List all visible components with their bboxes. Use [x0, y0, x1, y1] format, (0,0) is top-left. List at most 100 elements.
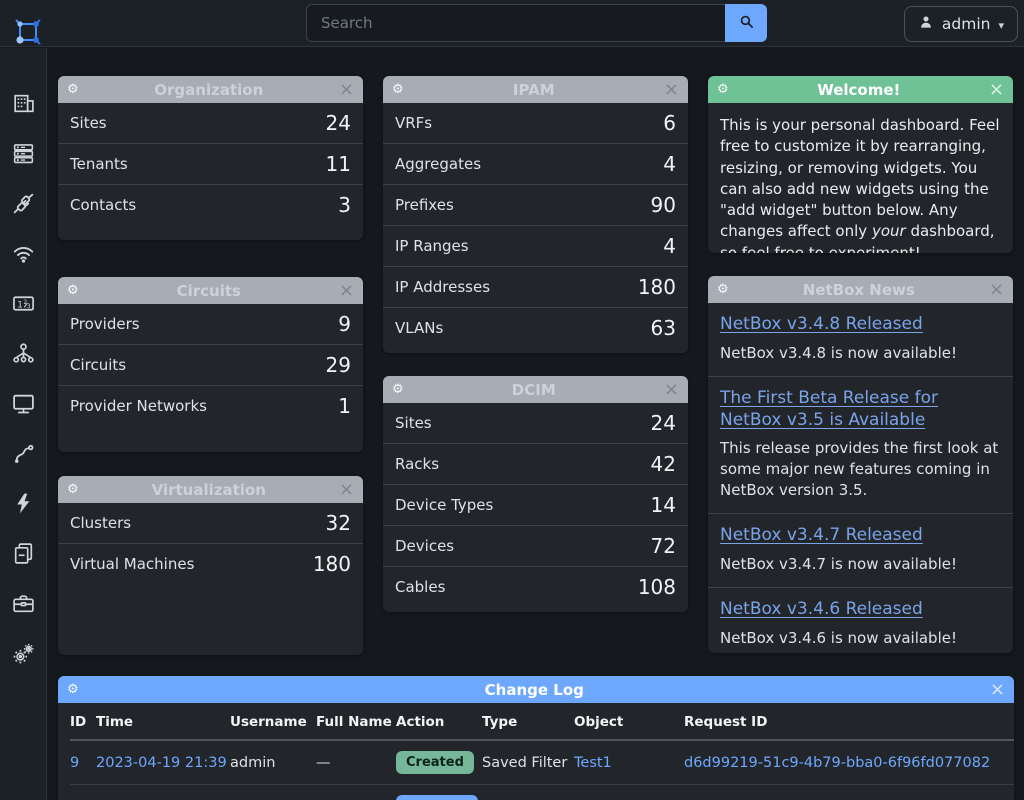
sidebar-item-ipam[interactable]: 1 2 3: [11, 291, 36, 316]
count-row[interactable]: Prefixes 90: [383, 184, 688, 225]
close-icon[interactable]: ×: [663, 78, 679, 100]
sidebar-item-circuits[interactable]: [11, 441, 36, 466]
news-link[interactable]: NetBox v3.4.6 Released: [720, 599, 923, 619]
sidebar-item-customization[interactable]: [11, 541, 36, 566]
user-label: admin: [941, 15, 991, 33]
widget-header: ⚙ Organization ×: [58, 76, 363, 103]
count-value: 90: [650, 193, 676, 217]
close-icon[interactable]: ×: [989, 678, 1005, 700]
count-value: 24: [325, 111, 351, 135]
gear-icon[interactable]: ⚙: [67, 283, 79, 298]
count-row[interactable]: IP Addresses 180: [383, 266, 688, 307]
news-item: The First Beta Release for NetBox v3.5 i…: [708, 375, 1013, 514]
widget-header: ⚙ Virtualization ×: [58, 476, 363, 503]
sidebar-item-operations[interactable]: [11, 591, 36, 616]
count-row[interactable]: Cables 108: [383, 566, 688, 607]
count-label: VRFs: [395, 114, 433, 132]
changelog-time-link[interactable]: 2023-04-19 21:24: [96, 799, 227, 800]
gear-icon[interactable]: ⚙: [392, 382, 404, 397]
news-link[interactable]: NetBox v3.4.8 Released: [720, 314, 923, 334]
close-icon[interactable]: ×: [988, 78, 1004, 100]
gear-icon[interactable]: ⚙: [67, 682, 79, 697]
count-value: 14: [650, 493, 676, 517]
count-row[interactable]: Clusters 32: [58, 503, 363, 543]
count-value: 180: [312, 552, 351, 576]
sidebar-item-virtualization[interactable]: [11, 391, 36, 416]
count-row[interactable]: Racks 42: [383, 443, 688, 484]
gear-icon[interactable]: ⚙: [67, 482, 79, 497]
count-row[interactable]: Device Types 14: [383, 484, 688, 525]
changelog-object-link[interactable]: Port 48: [574, 799, 626, 800]
count-value: 42: [650, 452, 676, 476]
news-summary: NetBox v3.4.7 is now available!: [720, 555, 957, 573]
count-row[interactable]: Sites 24: [383, 403, 688, 443]
changelog-id-link[interactable]: 9: [70, 754, 80, 771]
widget-ipam: ⚙ IPAM × VRFs 6 Aggregates 4 Prefixes 90…: [383, 76, 688, 353]
count-row[interactable]: Tenants 11: [58, 143, 363, 184]
news-link[interactable]: The First Beta Release for NetBox v3.5 i…: [720, 387, 939, 430]
search-button[interactable]: [725, 4, 767, 42]
changelog-table: ID Time Username Full Name Action Type O…: [70, 703, 1014, 800]
count-value: 72: [650, 534, 676, 558]
count-row[interactable]: Devices 72: [383, 525, 688, 566]
sidebar-item-organization[interactable]: [11, 91, 36, 116]
netbox-logo-icon[interactable]: [12, 16, 44, 48]
table-row: 8 2023-04-19 21:24 admin — Updated Front…: [70, 784, 1014, 800]
left-sidebar: 1 2 3: [0, 48, 47, 800]
gear-icon[interactable]: ⚙: [717, 82, 729, 97]
count-label: Devices: [395, 537, 455, 555]
count-row[interactable]: IP Ranges 4: [383, 225, 688, 266]
close-icon[interactable]: ×: [338, 78, 354, 100]
sidebar-item-admin[interactable]: [11, 641, 36, 666]
widget-header: ⚙ DCIM ×: [383, 376, 688, 403]
count-value: 29: [325, 353, 351, 377]
svg-text:2: 2: [24, 300, 28, 306]
sidebar-item-devices[interactable]: [11, 141, 36, 166]
changelog-time-link[interactable]: 2023-04-19 21:39: [96, 754, 227, 771]
col-request-id: Request ID: [684, 703, 1014, 741]
count-label: Provider Networks: [70, 397, 207, 415]
search-input[interactable]: [306, 4, 725, 42]
count-row[interactable]: Circuits 29: [58, 344, 363, 385]
gear-icon[interactable]: ⚙: [392, 82, 404, 97]
sidebar-item-wireless[interactable]: [11, 241, 36, 266]
news-item: NetBox v3.4.8 Released NetBox v3.4.8 is …: [708, 303, 1013, 376]
count-row[interactable]: Contacts 3: [58, 184, 363, 225]
count-row[interactable]: Providers 9: [58, 304, 363, 344]
changelog-username: admin: [230, 754, 276, 771]
count-row[interactable]: Aggregates 4: [383, 143, 688, 184]
changelog-request-id-link[interactable]: 70b58add-0cee-4796-bc4b-6f3632bdb963: [684, 799, 992, 800]
changelog-request-id-link[interactable]: d6d99219-51c9-4b79-bba0-6f96fd077082: [684, 754, 991, 771]
count-row[interactable]: VRFs 6: [383, 103, 688, 143]
changelog-full-name: —: [316, 754, 331, 771]
close-icon[interactable]: ×: [338, 478, 354, 500]
widget-organization: ⚙ Organization × Sites 24 Tenants 11 Con…: [58, 76, 363, 240]
person-icon: [918, 14, 934, 34]
sidebar-item-vpn[interactable]: [11, 341, 36, 366]
news-link[interactable]: NetBox v3.4.7 Released: [720, 525, 923, 546]
count-row[interactable]: VLANs 63: [383, 307, 688, 348]
widget-title: DCIM: [511, 380, 556, 399]
count-row[interactable]: Provider Networks 1: [58, 385, 363, 426]
close-icon[interactable]: ×: [988, 278, 1004, 300]
gear-icon[interactable]: ⚙: [67, 82, 79, 97]
count-value: 24: [650, 411, 676, 435]
news-summary: NetBox v3.4.6 is now available!: [720, 628, 957, 647]
sidebar-item-power[interactable]: [11, 491, 36, 516]
count-row[interactable]: Virtual Machines 180: [58, 543, 363, 584]
count-label: Virtual Machines: [70, 555, 195, 573]
top-navbar: admin ▾: [0, 0, 1024, 47]
welcome-text: This is your personal dashboard. Feel fr…: [720, 116, 1000, 253]
widget-change-log: ⚙ Change Log × ID Time Username Full Nam…: [58, 676, 1014, 800]
user-menu-button[interactable]: admin ▾: [903, 6, 1018, 42]
widget-virtualization: ⚙ Virtualization × Clusters 32 Virtual M…: [58, 476, 363, 655]
close-icon[interactable]: ×: [338, 279, 354, 301]
changelog-object-link[interactable]: Test1: [574, 754, 612, 771]
close-icon[interactable]: ×: [663, 378, 679, 400]
gear-icon[interactable]: ⚙: [717, 282, 729, 297]
count-row[interactable]: Sites 24: [58, 103, 363, 143]
changelog-id-link[interactable]: 8: [70, 799, 79, 800]
sidebar-item-connections[interactable]: [11, 191, 36, 216]
col-time: Time: [96, 703, 230, 741]
